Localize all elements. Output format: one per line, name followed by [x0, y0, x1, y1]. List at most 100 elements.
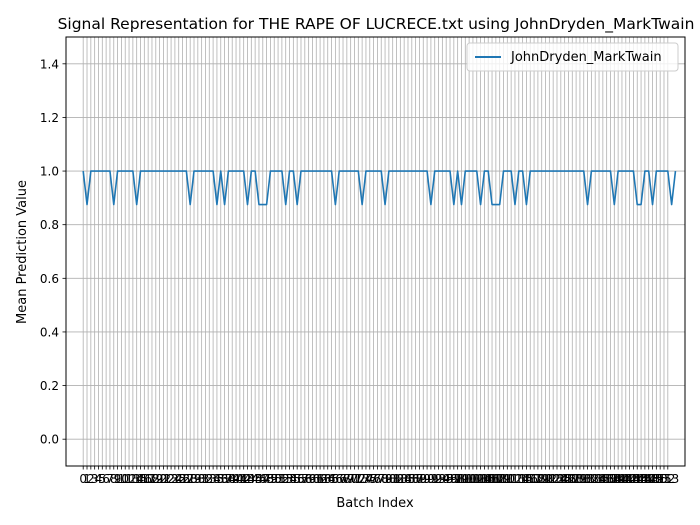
x-tick-label: 134 [584, 472, 607, 486]
x-tick-label: 0 [79, 472, 87, 486]
x-tick-label: 79 [377, 472, 392, 486]
y-tick-label: 1.4 [40, 57, 59, 71]
x-tick-label: 73 [354, 472, 369, 486]
x-tick-label: 139 [603, 472, 626, 486]
legend-box [466, 42, 679, 72]
x-tick-label: 93 [431, 472, 446, 486]
x-tick-label: 128 [561, 472, 584, 486]
x-axis-ticks: 0123456789101112131415161718192021222324… [79, 466, 679, 486]
x-tick-label: 98 [450, 472, 465, 486]
x-tick-label: 18 [144, 472, 159, 486]
x-tick-label: 40 [228, 472, 243, 486]
x-tick-label: 48 [259, 472, 274, 486]
x-tick-label: 145 [626, 472, 649, 486]
x-tick-label: 11 [118, 472, 133, 486]
x-tick-label: 117 [519, 472, 542, 486]
x-tick-label: 75 [362, 472, 377, 486]
x-tick-label: 24 [167, 472, 182, 486]
x-tick-label: 14 [129, 472, 144, 486]
x-tick-label: 78 [374, 472, 389, 486]
x-tick-label: 47 [255, 472, 270, 486]
x-tick-label: 1 [83, 472, 91, 486]
x-tick-label: 132 [576, 472, 599, 486]
x-tick-label: 92 [427, 472, 442, 486]
x-tick-label: 122 [538, 472, 561, 486]
x-tick-label: 102 [461, 472, 484, 486]
y-axis-ticks: 0.0 0.2 0.4 0.6 0.8 1.0 1.2 1.4 [40, 57, 66, 447]
x-tick-label: 147 [633, 472, 656, 486]
x-tick-label: 142 [614, 472, 637, 486]
x-tick-label: 89 [416, 472, 431, 486]
x-tick-label: 152 [653, 472, 676, 486]
x-tick-label: 32 [198, 472, 213, 486]
x-tick-label: 29 [186, 472, 201, 486]
x-tick-label: 28 [183, 472, 198, 486]
y-tick-label: 0.0 [40, 433, 59, 447]
x-tick-label: 42 [236, 472, 251, 486]
series-layer [82, 170, 677, 206]
x-tick-label: 46 [251, 472, 266, 486]
x-tick-label: 133 [580, 472, 603, 486]
x-tick-label: 44 [244, 472, 259, 486]
x-tick-label: 34 [205, 472, 220, 486]
x-tick-label: 144 [622, 472, 645, 486]
x-tick-label: 74 [358, 472, 373, 486]
x-tick-label: 110 [492, 472, 515, 486]
x-tick-label: 116 [515, 472, 538, 486]
x-tick-label: 109 [488, 472, 511, 486]
x-tick-label: 52 [274, 472, 289, 486]
x-tick-label: 103 [465, 472, 488, 486]
x-tick-label: 66 [328, 472, 343, 486]
x-tick-label: 140 [607, 472, 630, 486]
x-tick-label: 97 [446, 472, 461, 486]
x-tick-label: 106 [477, 472, 500, 486]
y-axis-title: Mean Prediction Value [15, 180, 30, 324]
x-tick-label: 96 [442, 472, 457, 486]
x-tick-label: 25 [171, 472, 186, 486]
x-tick-label: 64 [320, 472, 335, 486]
x-tick-label: 86 [404, 472, 419, 486]
legend-series-label: JohnDryden_MarkTwain [510, 50, 662, 65]
x-tick-label: 121 [534, 472, 557, 486]
x-tick-label: 15 [133, 472, 148, 486]
x-tick-label: 35 [209, 472, 224, 486]
x-tick-label: 65 [324, 472, 339, 486]
x-tick-label: 51 [270, 472, 285, 486]
plot-area-frame [65, 36, 686, 467]
x-tick-label: 100 [454, 472, 477, 486]
x-tick-label: 3 [91, 472, 99, 486]
x-tick-label: 108 [484, 472, 507, 486]
x-tick-label: 146 [630, 472, 653, 486]
x-tick-label: 39 [225, 472, 240, 486]
x-tick-label: 72 [351, 472, 366, 486]
x-tick-label: 26 [175, 472, 190, 486]
x-tick-label: 4 [95, 472, 103, 486]
x-tick-label: 12 [121, 472, 136, 486]
x-grid-lines [82, 37, 669, 466]
x-tick-label: 118 [523, 472, 546, 486]
x-tick-label: 59 [301, 472, 316, 486]
x-tick-label: 49 [263, 472, 278, 486]
x-tick-label: 126 [553, 472, 576, 486]
x-tick-label: 61 [309, 472, 324, 486]
x-tick-label: 94 [435, 472, 450, 486]
x-tick-label: 8 [110, 472, 118, 486]
x-tick-label: 136 [591, 472, 614, 486]
x-tick-label: 135 [588, 472, 611, 486]
x-tick-label: 120 [530, 472, 553, 486]
x-tick-label: 5 [98, 472, 106, 486]
x-tick-label: 41 [232, 472, 247, 486]
x-tick-label: 57 [293, 472, 308, 486]
x-tick-label: 99 [454, 472, 469, 486]
x-tick-label: 148 [637, 472, 660, 486]
x-tick-label: 83 [393, 472, 408, 486]
x-tick-label: 62 [312, 472, 327, 486]
x-tick-label: 43 [240, 472, 255, 486]
x-tick-label: 68 [335, 472, 350, 486]
y-tick-label: 0.2 [40, 379, 59, 393]
y-tick-label: 0.6 [40, 272, 59, 286]
x-tick-label: 111 [496, 472, 519, 486]
x-tick-label: 31 [194, 472, 209, 486]
x-tick-label: 19 [148, 472, 163, 486]
